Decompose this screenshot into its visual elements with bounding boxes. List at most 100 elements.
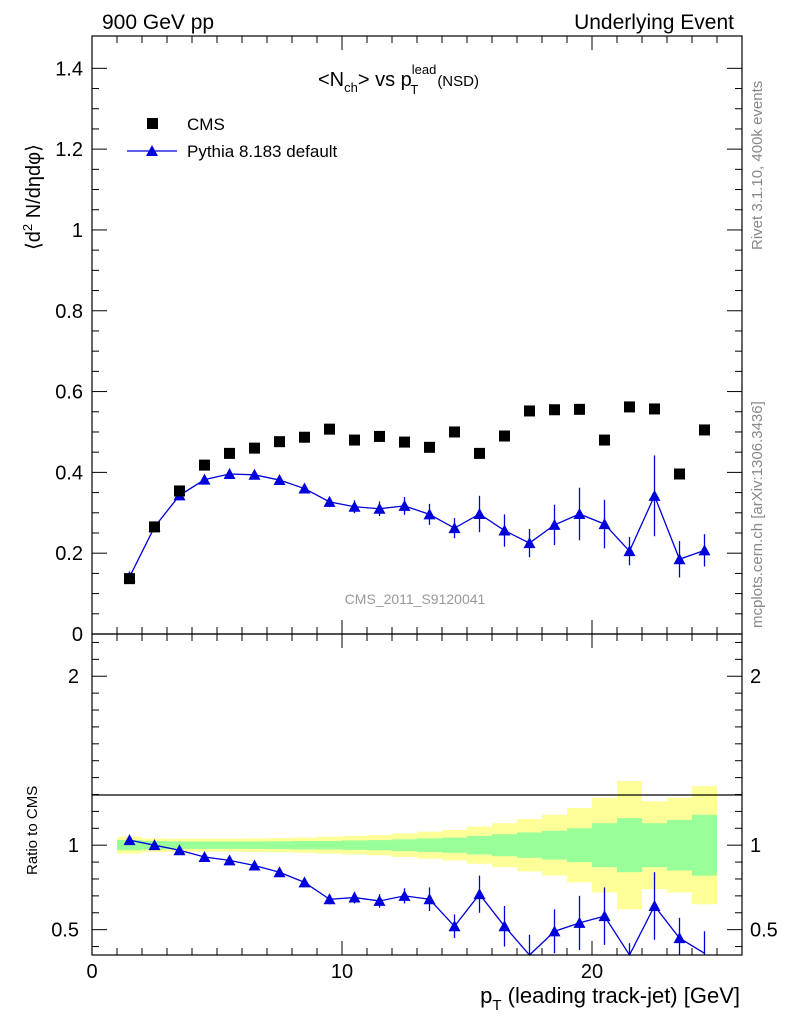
pythia-point xyxy=(248,468,261,480)
cms-point xyxy=(399,436,410,448)
legend-cms-marker xyxy=(147,118,158,129)
ratio-pythia-point xyxy=(123,834,136,846)
main-y-tick-label: 1 xyxy=(72,220,83,242)
ratio-pythia-point xyxy=(398,889,411,901)
ratio-band-inner-bin xyxy=(192,841,217,849)
pythia-point xyxy=(598,518,611,530)
main-y-axis-label: ⟨d2 N/dηdφ⟩ xyxy=(20,144,45,250)
cms-point xyxy=(549,404,560,416)
ratio-band-inner-bin xyxy=(692,814,717,876)
ratio-band-inner-bin xyxy=(467,835,492,855)
cms-point xyxy=(224,447,235,459)
ratio-band-inner-bin xyxy=(342,840,367,850)
legend-cms-label: CMS xyxy=(187,115,225,134)
pythia-line xyxy=(128,473,705,578)
pythia-point xyxy=(548,518,561,530)
pythia-point xyxy=(623,545,636,557)
x-axis-ticks: 0 10 20 xyxy=(86,36,743,983)
main-y-tick-label: 1.4 xyxy=(55,58,83,80)
pythia-point xyxy=(223,467,236,479)
pythia-point xyxy=(423,508,436,520)
ratio-band-inner-bin xyxy=(367,840,392,851)
cms-point xyxy=(649,403,660,415)
ratio-band-inner-bin xyxy=(492,834,517,857)
ratio-band-inner-bin xyxy=(417,838,442,852)
legend-pythia-label: Pythia 8.183 default xyxy=(187,142,338,161)
ratio-pythia-point xyxy=(473,888,486,900)
ratio-band-inner-bin xyxy=(392,839,417,852)
ratio-band-inner-bin xyxy=(517,832,542,858)
ratio-pythia-line xyxy=(129,839,705,957)
ratio-y-tick-label-right: 1 xyxy=(750,835,761,857)
ratio-pythia-point xyxy=(273,866,286,878)
pythia-point xyxy=(448,522,461,534)
pythia-point xyxy=(523,537,536,549)
ratio-pythia-point xyxy=(298,876,311,888)
ratio-band-inner-bin xyxy=(442,837,467,853)
ratio-pythia-point xyxy=(673,932,686,944)
pythia-point xyxy=(573,507,586,519)
pythia-point xyxy=(298,482,311,494)
ratio-pythia-point xyxy=(373,894,386,906)
ratio-band-inner-bin xyxy=(267,841,292,850)
ratio-band-inner-bin xyxy=(242,841,267,849)
ratio-band-inner-bin xyxy=(592,823,617,868)
ratio-pythia-point xyxy=(148,839,161,851)
cms-point xyxy=(324,423,335,435)
pythia-point xyxy=(348,500,361,512)
cms-point xyxy=(599,434,610,446)
cms-point xyxy=(624,401,635,413)
ratio-band-inner-bin xyxy=(567,828,592,863)
cms-point xyxy=(299,431,310,443)
x-tick-label: 10 xyxy=(331,961,353,983)
cms-point xyxy=(149,521,160,533)
pythia-point xyxy=(373,502,386,514)
ratio-pythia-point xyxy=(573,916,586,928)
ratio-y-tick-label-right: 2 xyxy=(750,666,761,688)
ratio-band-inner-bin xyxy=(617,818,642,873)
ratio-y-tick-label: 0.5 xyxy=(51,920,79,942)
ratio-band-inner-bin xyxy=(667,819,692,871)
legend-pythia-marker xyxy=(146,145,158,156)
ratio-pythia-point xyxy=(423,893,436,905)
ratio-pythia-point xyxy=(323,893,336,905)
pythia-point xyxy=(648,489,661,501)
ratio-band-inner-bin xyxy=(117,840,142,851)
main-y-tick-label: 0.4 xyxy=(55,462,83,484)
analysis-watermark: CMS_2011_S9120041 xyxy=(345,591,486,607)
main-y-tick-label: 0 xyxy=(72,624,83,646)
pythia-point xyxy=(323,495,336,507)
pythia-point xyxy=(198,473,211,485)
ratio-pythia-point xyxy=(173,844,186,856)
ratio-band-inner-bin xyxy=(317,840,342,850)
main-y-tick-label: 0.6 xyxy=(55,382,83,404)
cms-point xyxy=(449,426,460,438)
ratio-band-inner-bin xyxy=(642,823,667,868)
pythia-point xyxy=(398,499,411,511)
main-y-tick-label: 0.8 xyxy=(55,301,83,323)
main-y-tick-label: 1.2 xyxy=(55,139,83,161)
ratio-pythia-point xyxy=(548,925,561,937)
mcplots-side-label: mcplots.cern.ch [arXiv:1306.3436] xyxy=(749,401,766,628)
ratio-panel-ticks: 0.5 0.5 1 1 2 2 xyxy=(51,641,778,948)
ratio-y-axis-label: Ratio to CMS xyxy=(24,786,41,875)
plot-title: <Nch> vs plead T (NSD) xyxy=(318,62,479,97)
main-panel-ticks: 0 0.2 0.4 0.6 0.8 1 1.2 1.4 xyxy=(55,58,742,646)
ratio-pythia-point xyxy=(498,920,511,932)
cms-point xyxy=(674,468,685,480)
ratio-band-inner-bin xyxy=(217,841,242,849)
ratio-y-tick-label-right: 0.5 xyxy=(750,920,778,942)
ratio-y-tick-label: 1 xyxy=(68,835,79,857)
cms-point xyxy=(499,430,510,442)
cms-point xyxy=(349,434,360,446)
ratio-pythia-point xyxy=(598,910,611,922)
ratio-pythia-point xyxy=(348,891,361,903)
cms-point xyxy=(199,459,210,471)
cms-point xyxy=(374,430,385,442)
ratio-y-tick-label: 2 xyxy=(68,666,79,688)
header-right-label: Underlying Event xyxy=(574,11,734,34)
ratio-pythia-layer xyxy=(123,834,706,957)
x-tick-label: 20 xyxy=(581,961,603,983)
pythia-point xyxy=(673,553,686,565)
